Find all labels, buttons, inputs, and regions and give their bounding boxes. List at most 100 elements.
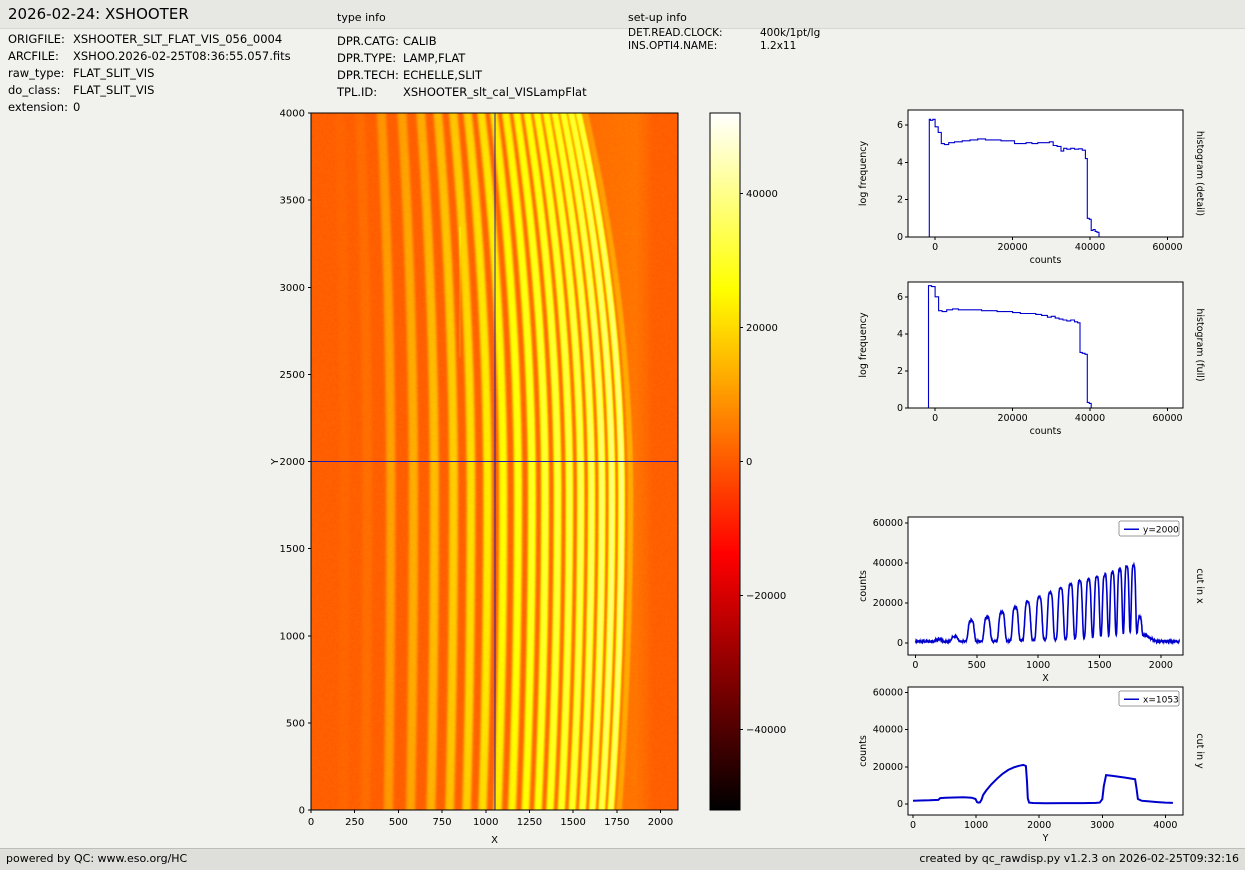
info-value: FLAT_SLIT_VIS [73,83,154,97]
info-label: extension: [8,99,73,116]
info-value: XSHOOTER_slt_cal_VISLampFlat [403,85,587,99]
svg-text:cut in y: cut in y [1194,733,1205,769]
svg-text:750: 750 [433,817,452,828]
svg-text:2: 2 [897,366,903,377]
svg-text:0: 0 [308,817,314,828]
info-row: TPL.ID: XSHOOTER_slt_cal_VISLampFlat [337,84,587,101]
cut-in-x-plot [908,517,1183,655]
info-label: raw_type: [8,65,73,82]
svg-text:0: 0 [897,638,903,649]
info-label: DET.READ.CLOCK: [628,27,760,40]
header-bar: 2026-02-24: XSHOOTER type info set-up in… [0,0,1245,29]
svg-text:log frequency: log frequency [858,312,869,378]
svg-text:2000: 2000 [1027,820,1051,831]
svg-text:counts: counts [858,735,869,767]
svg-text:40000: 40000 [1075,242,1105,253]
info-row: raw_type: FLAT_SLIT_VIS [8,65,291,82]
svg-text:1000: 1000 [473,817,498,828]
info-label: DPR.TECH: [337,67,403,84]
svg-text:0: 0 [897,232,903,243]
type-info-heading: type info [337,11,386,24]
info-value: 1.2x11 [760,40,796,52]
svg-text:2000: 2000 [648,817,673,828]
info-value: FLAT_SLIT_VIS [73,66,154,80]
svg-text:1000: 1000 [1026,660,1050,671]
info-row: ORIGFILE: XSHOOTER_SLT_FLAT_VIS_056_0004 [8,31,291,48]
svg-text:40000: 40000 [873,725,903,736]
info-row: do_class: FLAT_SLIT_VIS [8,82,291,99]
info-label: TPL.ID: [337,84,403,101]
svg-text:60000: 60000 [873,518,903,529]
svg-text:2: 2 [897,195,903,206]
svg-text:20000: 20000 [746,323,778,334]
svg-text:1500: 1500 [1087,660,1111,671]
svg-text:3000: 3000 [280,283,305,294]
svg-text:0: 0 [932,242,938,253]
svg-text:6: 6 [897,292,903,303]
svg-text:Y: Y [270,458,281,466]
info-row: DET.READ.CLOCK: 400k/1pt/lg [628,27,820,40]
svg-text:500: 500 [389,817,408,828]
info-row: DPR.TECH: ECHELLE,SLIT [337,67,587,84]
svg-text:y=2000: y=2000 [1143,526,1179,536]
setup-info-heading: set-up info [628,11,687,24]
info-label: ORIGFILE: [8,31,73,48]
info-label: ARCFILE: [8,48,73,65]
svg-text:counts: counts [1030,426,1062,437]
info-value: 0 [73,100,80,114]
info-value: XSHOO.2026-02-25T08:36:55.057.fits [73,49,291,63]
histogram-full-plot [908,282,1183,408]
svg-text:X: X [1042,673,1049,684]
svg-text:−20000: −20000 [746,591,786,602]
file-info-block: ORIGFILE: XSHOOTER_SLT_FLAT_VIS_056_0004 A… [8,31,291,116]
svg-text:log frequency: log frequency [858,141,869,207]
info-value: ECHELLE,SLIT [403,68,482,82]
info-row: INS.OPTI4.NAME: 1.2x11 [628,40,820,53]
info-row: ARCFILE: XSHOO.2026-02-25T08:36:55.057.fi… [8,48,291,65]
footer-qc-link[interactable]: powered by QC: www.eso.org/HC [6,852,187,865]
type-info-block: DPR.CATG: CALIB DPR.TYPE: LAMP,FLAT DPR.TECH… [337,33,587,101]
svg-text:2000: 2000 [280,457,305,468]
svg-text:histogram (full): histogram (full) [1194,308,1205,381]
svg-text:60000: 60000 [1152,413,1182,424]
svg-text:3500: 3500 [280,196,305,207]
info-row: DPR.CATG: CALIB [337,33,587,50]
info-value: XSHOOTER_SLT_FLAT_VIS_056_0004 [73,32,282,46]
echelle-flat-raw-image[interactable] [311,113,678,810]
svg-text:500: 500 [968,660,986,671]
svg-text:−40000: −40000 [746,725,786,736]
svg-text:counts: counts [858,570,869,602]
svg-text:0: 0 [910,820,916,831]
info-row: extension: 0 [8,99,291,116]
colorbar-gradient [710,113,740,810]
info-row: DPR.TYPE: LAMP,FLAT [337,50,587,67]
info-label: do_class: [8,82,73,99]
svg-text:1000: 1000 [964,820,988,831]
info-label: INS.OPTI4.NAME: [628,40,760,53]
svg-text:60000: 60000 [1152,242,1182,253]
svg-text:20000: 20000 [873,762,903,773]
svg-text:0: 0 [897,403,903,414]
svg-text:X: X [491,835,498,846]
footer-bar: powered by QC: www.eso.org/HC created by… [0,848,1245,870]
svg-text:x=1053: x=1053 [1143,696,1179,706]
svg-text:Y: Y [1042,833,1049,844]
svg-text:60000: 60000 [873,688,903,699]
histogram-detail-plot [908,110,1183,237]
info-value: CALIB [403,34,437,48]
cut-in-y-plot [908,687,1183,815]
svg-text:40000: 40000 [1075,413,1105,424]
svg-text:0: 0 [746,457,752,468]
svg-text:4: 4 [897,329,903,340]
svg-text:4: 4 [897,157,903,168]
svg-text:6: 6 [897,120,903,131]
footer-credit: created by qc_rawdisp.py v1.2.3 on 2026-… [919,852,1239,865]
svg-text:20000: 20000 [873,598,903,609]
info-value: 400k/1pt/lg [760,27,820,39]
setup-info-block: DET.READ.CLOCK: 400k/1pt/lg INS.OPTI4.NAME… [628,27,820,52]
svg-text:40000: 40000 [746,189,778,200]
svg-text:1000: 1000 [280,631,305,642]
svg-text:3000: 3000 [1090,820,1114,831]
svg-text:250: 250 [345,817,364,828]
svg-text:histogram (detail): histogram (detail) [1194,131,1205,216]
